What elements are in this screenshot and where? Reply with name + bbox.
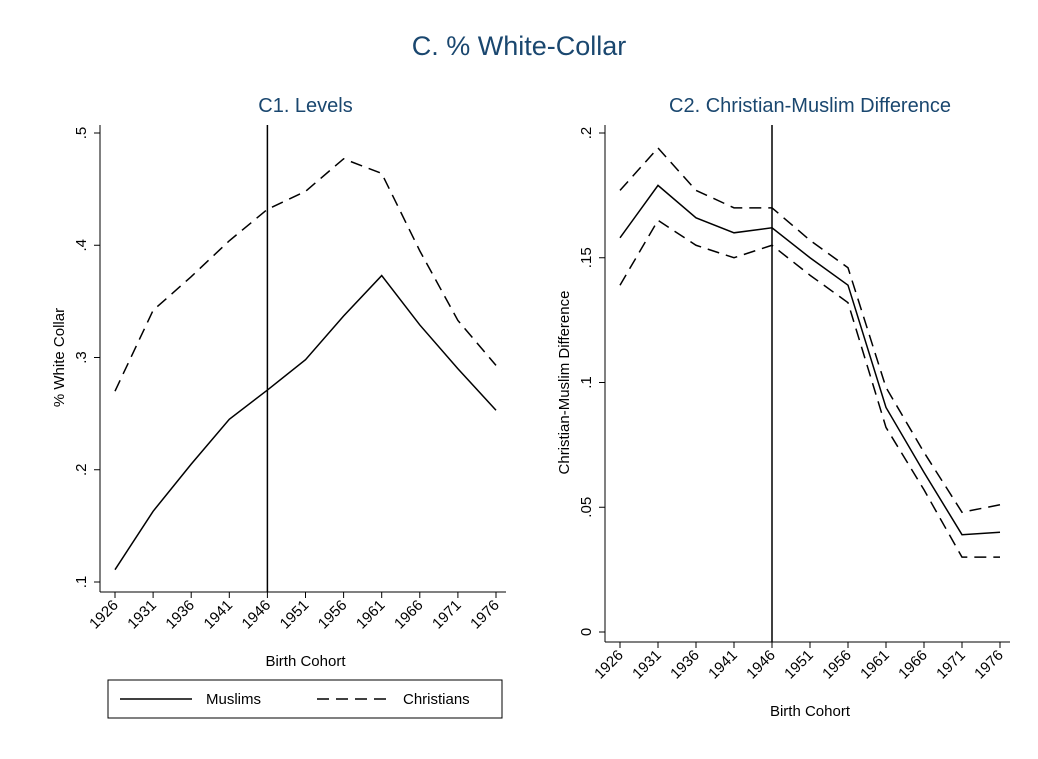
x-tick-label: 1951 <box>277 597 313 633</box>
x-tick-label: 1961 <box>353 597 389 633</box>
legend-label: Muslims <box>206 691 261 708</box>
y-tick-label: .2 <box>73 463 90 476</box>
x-tick-label: 1936 <box>667 647 703 683</box>
x-tick-label: 1931 <box>124 597 160 633</box>
series-line <box>619 219 1000 558</box>
x-tick-label: 1966 <box>391 597 427 633</box>
x-tick-label: 1956 <box>315 597 351 633</box>
x-tick-label: 1926 <box>86 597 122 633</box>
x-tick-label: 1971 <box>933 647 969 683</box>
x-axis-label: Birth Cohort <box>770 703 851 720</box>
y-tick-label: .15 <box>578 247 595 268</box>
y-tick-label: .4 <box>73 239 90 252</box>
x-tick-label: 1976 <box>467 597 503 633</box>
y-axis-label: % White Collar <box>51 308 68 407</box>
x-tick-label: 1946 <box>239 597 275 633</box>
y-tick-label: .2 <box>578 127 595 140</box>
y-tick-label: .3 <box>73 351 90 364</box>
y-tick-label: 0 <box>578 628 595 636</box>
panel-title: C1. Levels <box>258 95 353 117</box>
x-tick-label: 1946 <box>743 647 779 683</box>
x-tick-label: 1956 <box>819 647 855 683</box>
x-tick-label: 1926 <box>591 647 627 683</box>
y-tick-label: .1 <box>578 376 595 389</box>
figure-title: C. % White-Collar <box>412 31 627 61</box>
x-tick-label: 1966 <box>895 647 931 683</box>
series-line <box>619 184 1001 536</box>
x-tick-label: 1951 <box>781 647 817 683</box>
x-tick-label: 1941 <box>705 647 741 683</box>
x-tick-label: 1931 <box>629 647 665 683</box>
legend-label: Christians <box>403 691 470 708</box>
series-line <box>114 274 497 571</box>
x-axis-label: Birth Cohort <box>265 653 346 670</box>
y-tick-label: .5 <box>73 127 90 140</box>
y-tick-label: .1 <box>73 576 90 589</box>
x-tick-label: 1936 <box>162 597 198 633</box>
x-tick-label: 1971 <box>429 597 465 633</box>
panel-title: C2. Christian-Muslim Difference <box>669 95 951 117</box>
x-tick-label: 1976 <box>971 647 1007 683</box>
y-axis-label: Christian-Muslim Difference <box>556 291 573 475</box>
x-tick-label: 1961 <box>857 647 893 683</box>
y-tick-label: .05 <box>578 497 595 518</box>
x-tick-label: 1941 <box>201 597 237 633</box>
series-line <box>114 157 497 392</box>
series-line <box>619 146 1001 514</box>
